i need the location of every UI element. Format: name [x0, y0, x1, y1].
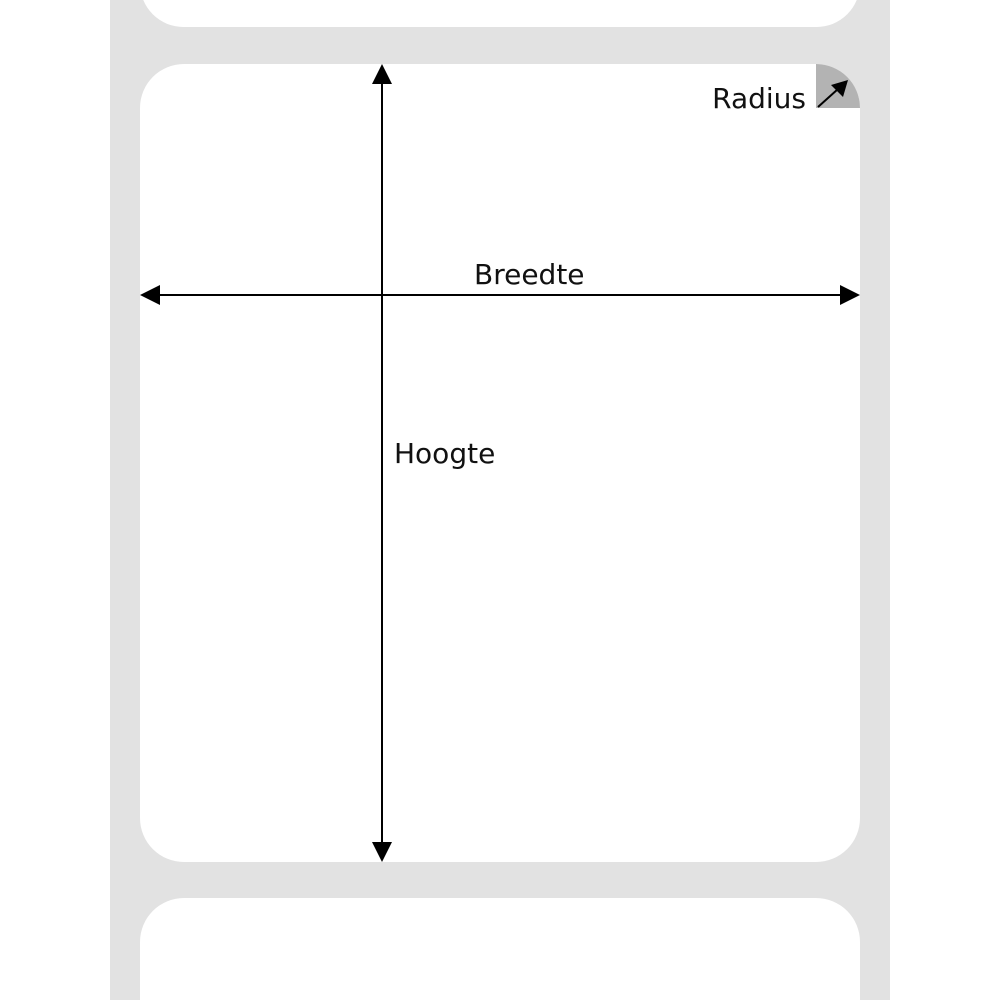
- height-label: Hoogte: [394, 437, 495, 470]
- width-label: Breedte: [474, 258, 585, 291]
- next-label: [140, 898, 860, 1000]
- radius-arrow-icon: [817, 80, 848, 108]
- main-label: [140, 64, 860, 862]
- height-arrow-icon: [372, 64, 392, 862]
- previous-label: [140, 0, 860, 27]
- radius-label: Radius: [712, 82, 806, 115]
- width-arrow-icon: [140, 285, 860, 305]
